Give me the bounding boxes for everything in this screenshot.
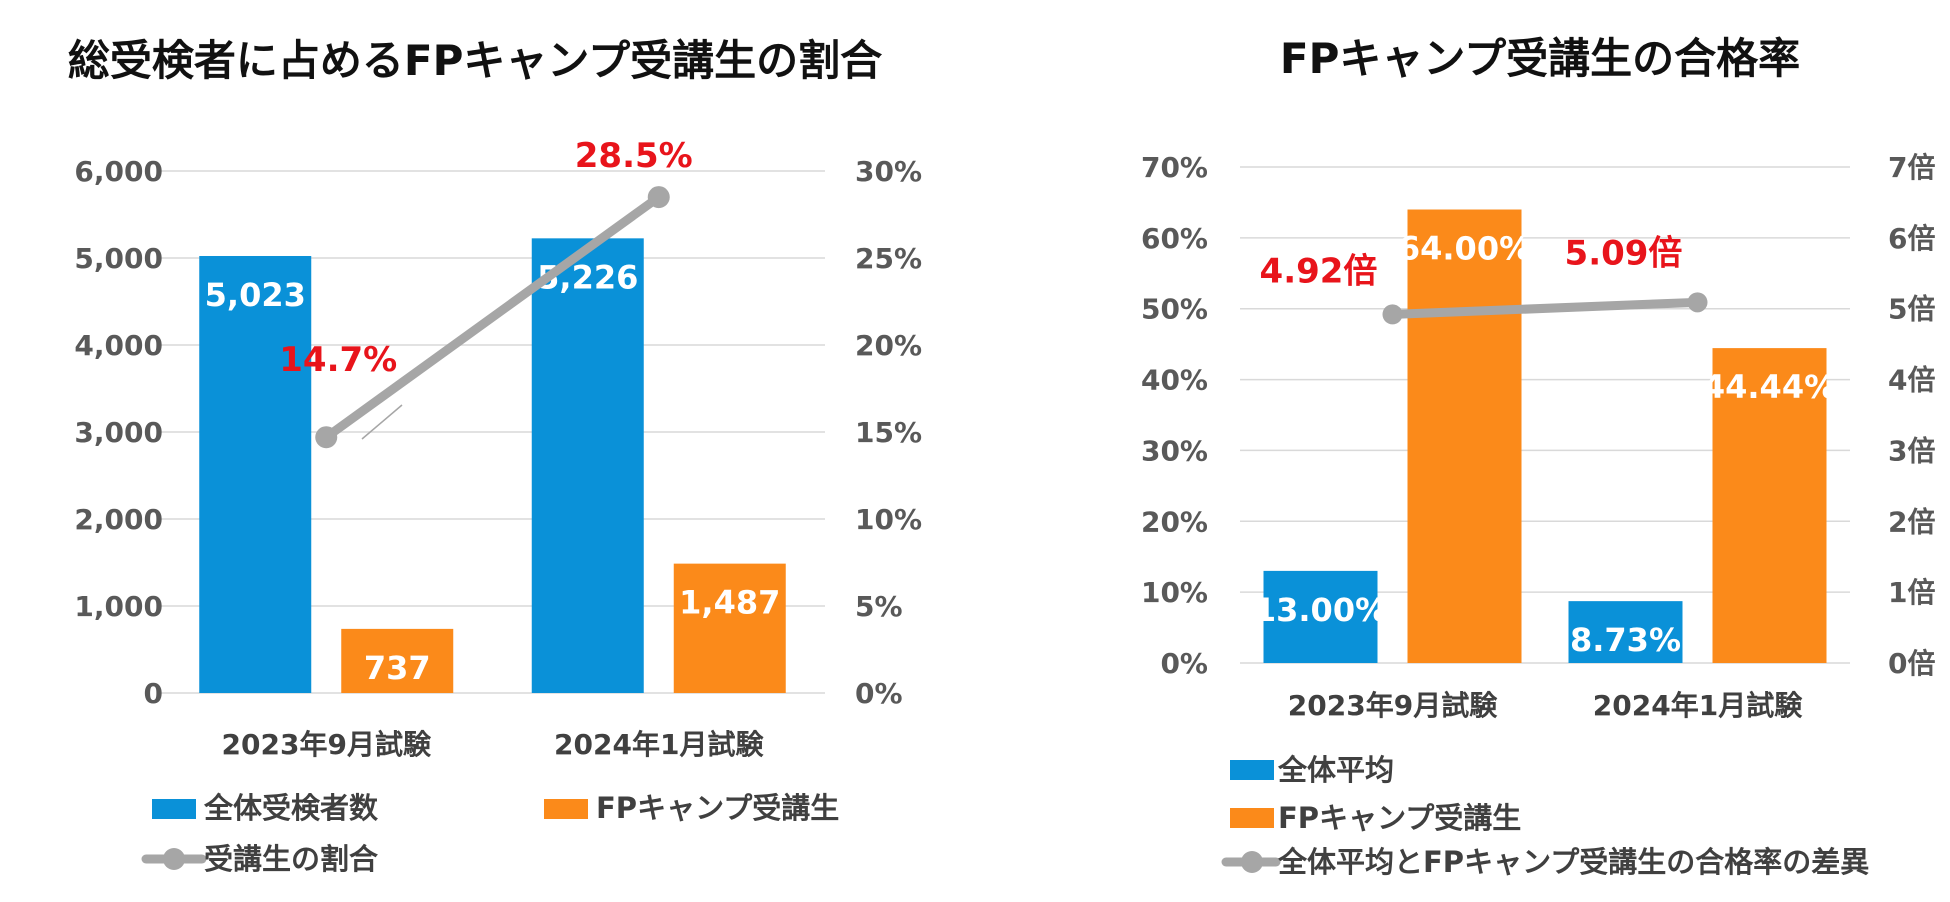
data-label-leader-line	[361, 404, 403, 440]
bar-data-label: 5,023	[205, 276, 306, 314]
y-tick-left: 20%	[1141, 505, 1208, 538]
y-tick-right: 10%	[855, 503, 922, 536]
bar	[199, 255, 312, 693]
y-tick-right: 7倍	[1888, 151, 1935, 184]
chart-right-x-axis: 2023年9月試験 2024年1月試験	[1288, 689, 1803, 722]
y-tick-left: 0	[144, 677, 163, 710]
line-data-label: 4.92倍	[1260, 251, 1378, 291]
legend-label-fp-camp: FPキャンプ受講生	[596, 791, 839, 825]
chart-right-line-series: 4.92倍 5.09倍	[1260, 233, 1708, 325]
bar-data-label: 44.44%	[1703, 368, 1836, 406]
line-point	[1687, 292, 1708, 313]
bar-data-label: 13.00%	[1254, 591, 1387, 629]
y-tick-right: 30%	[855, 155, 922, 188]
y-tick-right: 5%	[855, 590, 903, 623]
y-tick-left: 1,000	[74, 590, 163, 623]
line-data-label: 14.7%	[279, 340, 397, 380]
y-tick-left: 30%	[1141, 434, 1208, 467]
legend-label-overall-average: 全体平均	[1277, 753, 1394, 787]
legend-swatch-fp-camp-pass	[1230, 808, 1274, 828]
chart-right-bars: 13.00% 64.00% 8.73% 44.44%	[1254, 209, 1836, 663]
legend-swatch-total-examinees	[152, 799, 196, 819]
line-point	[315, 426, 338, 449]
y-tick-right: 20%	[855, 329, 922, 362]
bar	[1712, 348, 1827, 663]
y-tick-right: 6倍	[1888, 222, 1935, 255]
bar	[1407, 209, 1522, 663]
y-tick-left: 60%	[1141, 222, 1208, 255]
bar	[673, 563, 786, 693]
y-tick-left: 2,000	[74, 503, 163, 536]
legend-label-fp-camp-pass: FPキャンプ受講生	[1278, 801, 1521, 835]
x-tick-label: 2023年9月試験	[1288, 689, 1498, 722]
legend-label-difference: 全体平均とFPキャンプ受講生の合格率の差異	[1277, 845, 1869, 879]
y-tick-right: 15%	[855, 416, 922, 449]
chart-right-y-axis-left: 0% 10% 20% 30% 40% 50% 60% 70%	[1141, 151, 1208, 680]
y-tick-left: 10%	[1141, 576, 1208, 609]
legend-marker-ratio	[163, 848, 185, 870]
y-tick-left: 3,000	[74, 416, 163, 449]
legend-swatch-overall-average	[1230, 760, 1274, 780]
chart-left-x-axis: 2023年9月試験 2024年1月試験	[222, 728, 765, 761]
bar-data-label: 737	[364, 649, 431, 687]
bar-data-label: 1,487	[679, 584, 780, 622]
bar	[1568, 601, 1683, 663]
line-point	[1382, 304, 1403, 325]
y-tick-left: 6,000	[74, 155, 163, 188]
y-tick-right: 4倍	[1888, 364, 1935, 397]
y-tick-left: 70%	[1141, 151, 1208, 184]
series-line	[1388, 297, 1702, 319]
chart-left: 総受検者に占めるFPキャンプ受講生の割合 0 1,000 2,000 3,000 4,0…	[68, 36, 922, 876]
legend-marker-difference	[1241, 851, 1263, 873]
x-tick-label: 2024年1月試験	[1593, 689, 1803, 722]
series-line	[321, 192, 664, 442]
y-tick-right: 0倍	[1888, 647, 1935, 680]
line-point	[647, 186, 670, 209]
y-tick-left: 5,000	[74, 242, 163, 275]
bar-data-label: 8.73%	[1570, 621, 1681, 659]
legend-label-total-examinees: 全体受検者数	[203, 791, 379, 825]
legend-swatch-fp-camp	[544, 799, 588, 819]
y-tick-left: 50%	[1141, 293, 1208, 326]
y-tick-right: 2倍	[1888, 505, 1935, 538]
y-tick-right: 0%	[855, 677, 903, 710]
chart-right-y-axis-right: 0倍 1倍 2倍 3倍 4倍 5倍 6倍 7倍	[1888, 151, 1935, 680]
y-tick-left: 4,000	[74, 329, 163, 362]
y-tick-right: 1倍	[1888, 576, 1935, 609]
y-tick-left: 0%	[1160, 647, 1208, 680]
y-tick-right: 25%	[855, 242, 922, 275]
legend-label-ratio: 受講生の割合	[204, 842, 378, 876]
y-tick-right: 3倍	[1888, 434, 1935, 467]
chart-right-title: FPキャンプ受講生の合格率	[1280, 34, 1800, 83]
x-tick-label: 2024年1月試験	[554, 728, 764, 761]
bar	[341, 628, 454, 693]
y-tick-right: 5倍	[1888, 293, 1935, 326]
line-data-label: 5.09倍	[1565, 233, 1683, 273]
chart-left-line-series: 14.7% 28.5%	[279, 136, 693, 449]
bar	[531, 238, 644, 693]
chart-right: FPキャンプ受講生の合格率 0% 10% 20% 30% 40% 50% 60% 70% 0倍…	[1141, 34, 1936, 879]
chart-left-y-axis-right: 0% 5% 10% 15% 20% 25% 30%	[855, 155, 922, 710]
chart-left-y-axis-left: 0 1,000 2,000 3,000 4,000 5,000 6,000	[74, 155, 163, 710]
chart-left-legend: 全体受検者数 FPキャンプ受講生 受講生の割合	[141, 791, 839, 876]
bar-data-label: 64.00%	[1398, 230, 1531, 268]
line-data-label: 28.5%	[575, 136, 693, 176]
x-tick-label: 2023年9月試験	[222, 728, 432, 761]
chart-left-title: 総受検者に占めるFPキャンプ受講生の割合	[68, 36, 882, 85]
bar	[1263, 570, 1378, 663]
chart-right-legend: 全体平均 FPキャンプ受講生 全体平均とFPキャンプ受講生の合格率の差異	[1221, 753, 1869, 879]
y-tick-left: 40%	[1141, 364, 1208, 397]
